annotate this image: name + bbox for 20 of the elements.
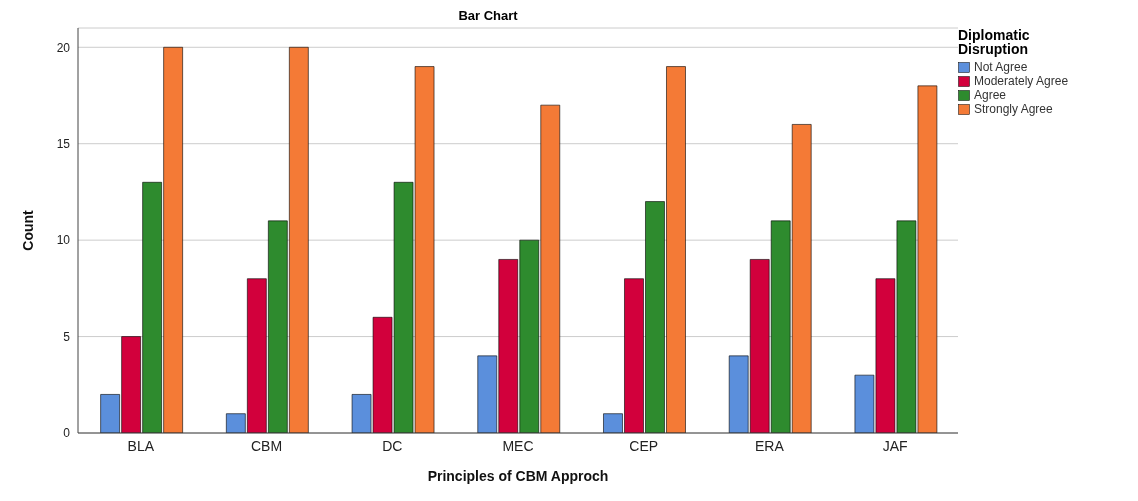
x-tick-label: CEP <box>629 437 659 454</box>
y-tick-label: 20 <box>56 40 71 55</box>
x-tick-label: BLA <box>127 437 155 454</box>
legend-title: Diplomatic Disruption <box>958 27 1031 57</box>
legend-label: Strongly Agree <box>974 102 1053 116</box>
y-tick-label: 10 <box>56 233 71 248</box>
y-axis-title: Count <box>19 209 36 251</box>
x-tick-label: DC <box>382 437 403 454</box>
y-tick-label: 15 <box>56 136 71 151</box>
x-tick-label: JAF <box>882 437 908 454</box>
legend-label: Moderately Agree <box>974 74 1069 88</box>
chart-title: Bar Chart <box>457 8 519 23</box>
legend-label: Not Agree <box>974 60 1028 74</box>
x-tick-label: MEC <box>502 437 534 454</box>
y-tick-label: 5 <box>63 329 71 344</box>
x-tick-label: ERA <box>755 437 785 454</box>
y-tick-label: 0 <box>63 426 71 441</box>
x-axis-title: Principles of CBM Approch <box>427 468 609 484</box>
x-tick-label: CBM <box>251 437 283 454</box>
legend-label: Agree <box>974 88 1007 102</box>
